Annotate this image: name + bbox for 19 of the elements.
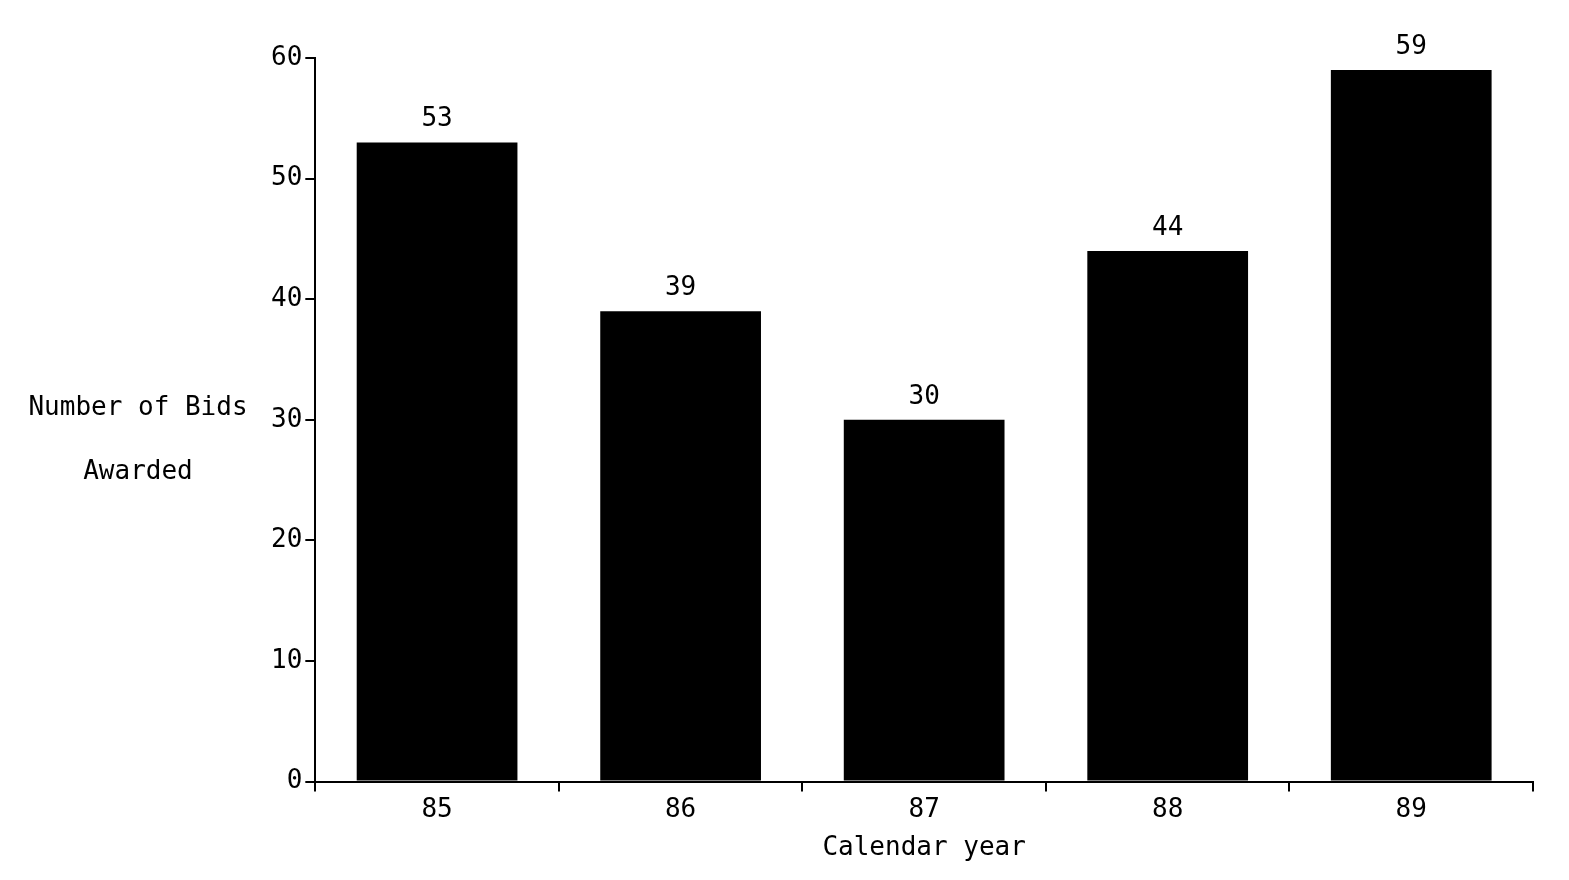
y-tick-label: 10 xyxy=(270,643,303,674)
y-tick-label: 50 xyxy=(270,161,303,192)
data-label: 59 xyxy=(1395,29,1427,60)
data-label: 30 xyxy=(908,379,940,410)
data-label: 39 xyxy=(664,271,697,302)
x-tick-label: 87 xyxy=(908,792,940,823)
y-tick-label: 60 xyxy=(270,40,303,71)
text: Number of Bids Awarded xyxy=(28,391,248,485)
x-tick-label: 86 xyxy=(664,792,697,823)
y-tick-label: 40 xyxy=(270,281,303,312)
y-tick-label: 20 xyxy=(270,523,303,554)
data-label: 53 xyxy=(421,102,453,133)
data-label: 44 xyxy=(1152,210,1184,241)
x-axis-title: Calendar year xyxy=(822,831,1026,862)
y-tick-label: 30 xyxy=(270,402,303,433)
x-tick-label: 88 xyxy=(1152,792,1184,823)
y-tick-label: 0 xyxy=(286,764,303,795)
x-tick-label: 89 xyxy=(1395,792,1427,823)
x-tick-label: 85 xyxy=(421,792,453,823)
